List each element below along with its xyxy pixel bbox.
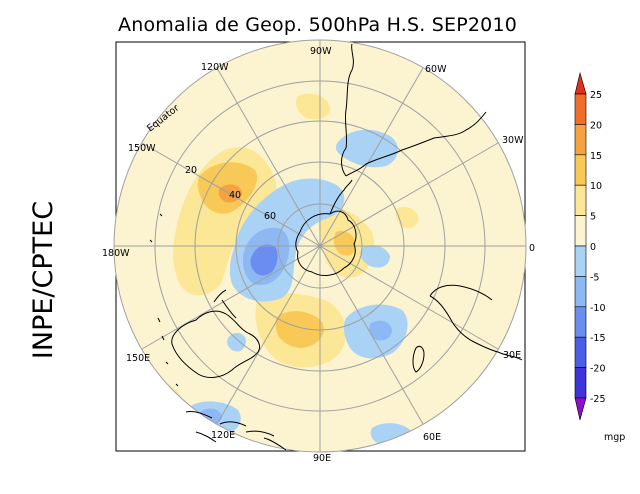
negative-anomaly-core [369,320,392,341]
negative-anomaly-region [227,332,246,352]
new-zealand [213,289,237,319]
colorbar-box [574,367,587,399]
lon-label-90e: 90E [313,453,331,464]
lon-label-120w: 120W [201,62,229,73]
lat-label-40: 40 [229,190,241,201]
colorbar-level-label: -5 [590,272,599,283]
colorbar-boxes [574,93,587,399]
colorbar-box [574,124,587,156]
positive-anomaly-core [333,230,356,256]
colorbar-labels: 25 20 15 10 5 0 -5 -10 -15 -20 -25 [590,90,606,405]
lat-label-60: 60 [264,211,276,222]
colorbar-level-label: 25 [590,90,602,101]
positive-anomaly-region [395,206,419,228]
colorbar-level-label: -25 [590,394,606,405]
south-america-coast [341,43,487,177]
lon-label-60e: 60E [423,432,441,443]
colorbar-level-label: 15 [590,151,602,162]
colorbar-level-label: -15 [590,333,606,344]
colorbar-level-label: 20 [590,120,602,131]
lon-label-30w: 30W [502,135,524,146]
positive-anomaly-core [275,311,324,348]
colorbar-box [574,184,587,216]
africa-coast [429,284,523,361]
colorbar-box [574,306,587,338]
meridian-lines [114,40,526,452]
lon-label-120e: 120E [211,430,235,441]
colorbar-box [574,93,587,125]
coastlines [149,43,523,451]
negative-anomaly-core [250,244,278,276]
colorbar-level-label: 10 [590,181,602,192]
negative-anomaly-region [360,245,390,268]
lat-label-20: 20 [185,165,197,176]
madagascar [412,345,425,373]
lon-label-0: 0 [529,243,535,254]
colorbar-unit: mgp [604,432,625,443]
lon-label-30e: 30E [503,350,521,361]
pacific-islands [149,213,179,387]
positive-anomaly-region [296,93,330,120]
antarctic-peninsula [329,179,353,215]
colorbar-level-label: 5 [590,212,596,223]
lon-label-90w: 90W [310,46,332,57]
colorbar-level-label: -20 [590,364,606,375]
lon-label-150e: 150E [126,353,150,364]
colorbar: 25 20 15 10 5 0 -5 -10 -15 -20 -25 mgp [574,71,625,443]
map-title: Anomalia de Geop. 500hPa H.S. SEP2010 [118,14,518,36]
colorbar-top-arrow [574,71,587,95]
colorbar-level-label: 0 [590,242,596,253]
colorbar-box [574,276,587,308]
colorbar-bottom-arrow [574,397,587,421]
longitude-labels: 0 30W 60W 90W 120W 150W 180W 150E 120E 9… [102,46,535,464]
colorbar-level-label: -10 [590,303,606,314]
colorbar-box [574,245,587,277]
antarctica-coast [295,210,357,276]
lon-label-180w: 180W [102,248,130,259]
graticule [113,39,527,453]
colorbar-box [574,154,587,186]
colorbar-box [574,336,587,368]
indonesia-islands [185,411,275,443]
asia-coast [263,437,287,451]
lon-label-150w: 150W [128,143,156,154]
australia-coast [171,310,261,378]
colorbar-box [574,215,587,247]
lon-label-60w: 60W [425,64,447,75]
